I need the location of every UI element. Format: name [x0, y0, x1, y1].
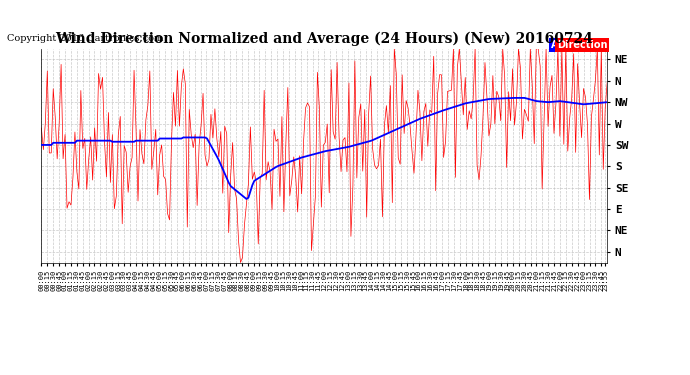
Text: Average: Average: [551, 40, 596, 50]
Text: Direction: Direction: [557, 40, 607, 50]
Text: Copyright 2016 Cartronics.com: Copyright 2016 Cartronics.com: [7, 34, 164, 43]
Title: Wind Direction Normalized and Average (24 Hours) (New) 20160724: Wind Direction Normalized and Average (2…: [55, 32, 593, 46]
